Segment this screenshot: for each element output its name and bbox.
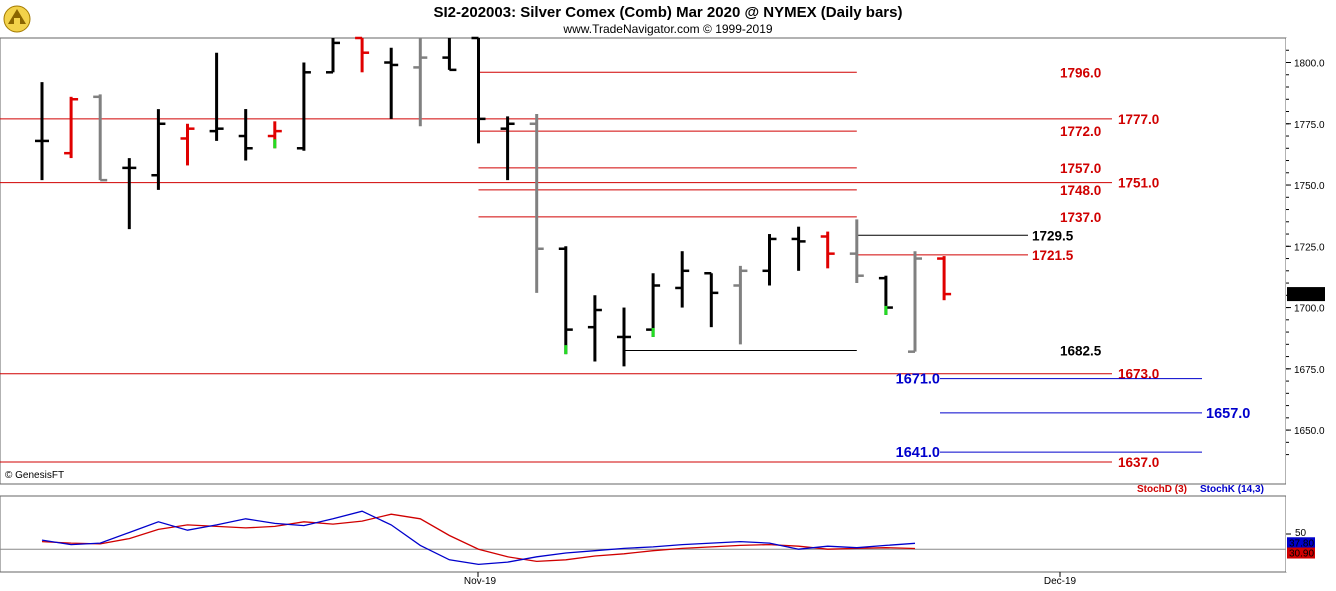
level-label-1748.0: 1748.0: [1060, 183, 1101, 198]
price-bar-12: [384, 47, 399, 119]
level-label-1796.0: 1796.0: [1060, 65, 1101, 80]
y-label-1650.0: 1650.0: [1294, 426, 1325, 437]
price-pane: [0, 37, 1287, 485]
price-bar-31: [937, 256, 952, 301]
price-bar-9: [296, 62, 311, 151]
price-bar-23: [704, 272, 719, 328]
price-bar-2: [93, 94, 108, 182]
y-axis-area: [1286, 38, 1336, 572]
level-label-1751.0: 1751.0: [1118, 176, 1159, 191]
price-bar-7: [238, 109, 253, 161]
stochd-last-box: [1287, 547, 1315, 559]
price-bar-17: [529, 113, 544, 293]
stoch-line-k: [41, 510, 916, 566]
stochk-last-label: 37.80: [1289, 538, 1314, 549]
logo-icon: [3, 5, 31, 33]
legend-stochd: StochD (3): [1137, 484, 1187, 495]
level-label-1721.5: 1721.5: [1032, 248, 1074, 263]
price-bar-24: [733, 265, 748, 345]
copyright-text: © GenesisFT: [5, 470, 64, 481]
price-bar-20: [617, 307, 631, 367]
y-label-1700.0: 1700.0: [1294, 304, 1325, 315]
level-label-1772.0: 1772.0: [1060, 124, 1101, 139]
price-bar-0: [35, 82, 49, 181]
level-label-1637.0: 1637.0: [1118, 455, 1159, 470]
level-label-1729.5: 1729.5: [1032, 228, 1074, 243]
levels-layer: 1796.0 1777.0 1772.0 1757.0 1751.0 1748.0 1737…: [0, 65, 1250, 470]
y-label-1775.0: 1775.0: [1294, 120, 1325, 131]
price-bar-18: [558, 246, 573, 355]
bars-layer: [35, 36, 952, 367]
price-bar-1: [64, 96, 79, 159]
price-bar-21: [646, 273, 661, 337]
chart-subtitle: www.TradeNavigator.com © 1999-2019: [562, 22, 772, 36]
price-bar-5: [180, 123, 195, 166]
price-bar-3: [122, 158, 137, 230]
stoch-line-d: [41, 513, 916, 563]
level-label-1757.0: 1757.0: [1060, 161, 1101, 176]
price-bar-30: [908, 251, 922, 353]
stochastic-pane: [0, 495, 1287, 573]
y-label-1750.0: 1750.0: [1294, 181, 1325, 192]
last-price-box: [1287, 287, 1325, 302]
price-bar-6: [209, 52, 224, 141]
y-label-1675.0: 1675.0: [1294, 365, 1325, 376]
level-label-1641.0: 1641.0: [896, 445, 940, 461]
y-label-1800.0: 1800.0: [1294, 59, 1325, 70]
price-bar-26: [791, 226, 806, 271]
level-label-1777.0: 1777.0: [1118, 112, 1159, 127]
stochd-last-label: 30.90: [1289, 549, 1314, 560]
level-label-1657.0: 1657.0: [1206, 406, 1250, 422]
price-bar-16: [500, 116, 515, 181]
level-label-1737.0: 1737.0: [1060, 210, 1101, 225]
price-bar-22: [675, 251, 690, 308]
price-bar-25: [762, 234, 777, 286]
x-label-dec: Dec-19: [1044, 576, 1077, 587]
stochk-last-box: [1287, 537, 1315, 549]
stoch-y-label-50: 50: [1295, 528, 1307, 539]
price-bar-15: [471, 36, 486, 144]
price-bar-11: [355, 36, 370, 73]
price-bar-27: [820, 231, 835, 269]
level-label-1671.0: 1671.0: [896, 372, 940, 388]
price-bar-4: [151, 109, 166, 190]
stochastic-layer: [0, 510, 1286, 566]
price-bar-8: [267, 121, 282, 149]
chart-title: SI2-202003: Silver Comex (Comb) Mar 2020…: [434, 4, 903, 21]
legend-stochk: StochK (14,3): [1200, 484, 1264, 495]
price-bar-10: [326, 38, 340, 74]
level-label-1682.5: 1682.5: [1060, 343, 1102, 358]
y-label-1725.0: 1725.0: [1294, 242, 1325, 253]
x-label-nov: Nov-19: [464, 576, 497, 587]
price-bar-14: [442, 38, 457, 72]
price-bar-28: [849, 219, 864, 284]
level-label-1673.0: 1673.0: [1118, 367, 1159, 382]
price-y-axis: 1800.0 1775.0 1750.0 1725.0 1700.0 1675.0 1650…: [1286, 49, 1325, 456]
last-price-label: 1705.5: [1289, 290, 1320, 301]
price-bar-19: [587, 295, 602, 362]
price-bar-13: [413, 38, 428, 127]
price-bar-29: [878, 275, 893, 315]
